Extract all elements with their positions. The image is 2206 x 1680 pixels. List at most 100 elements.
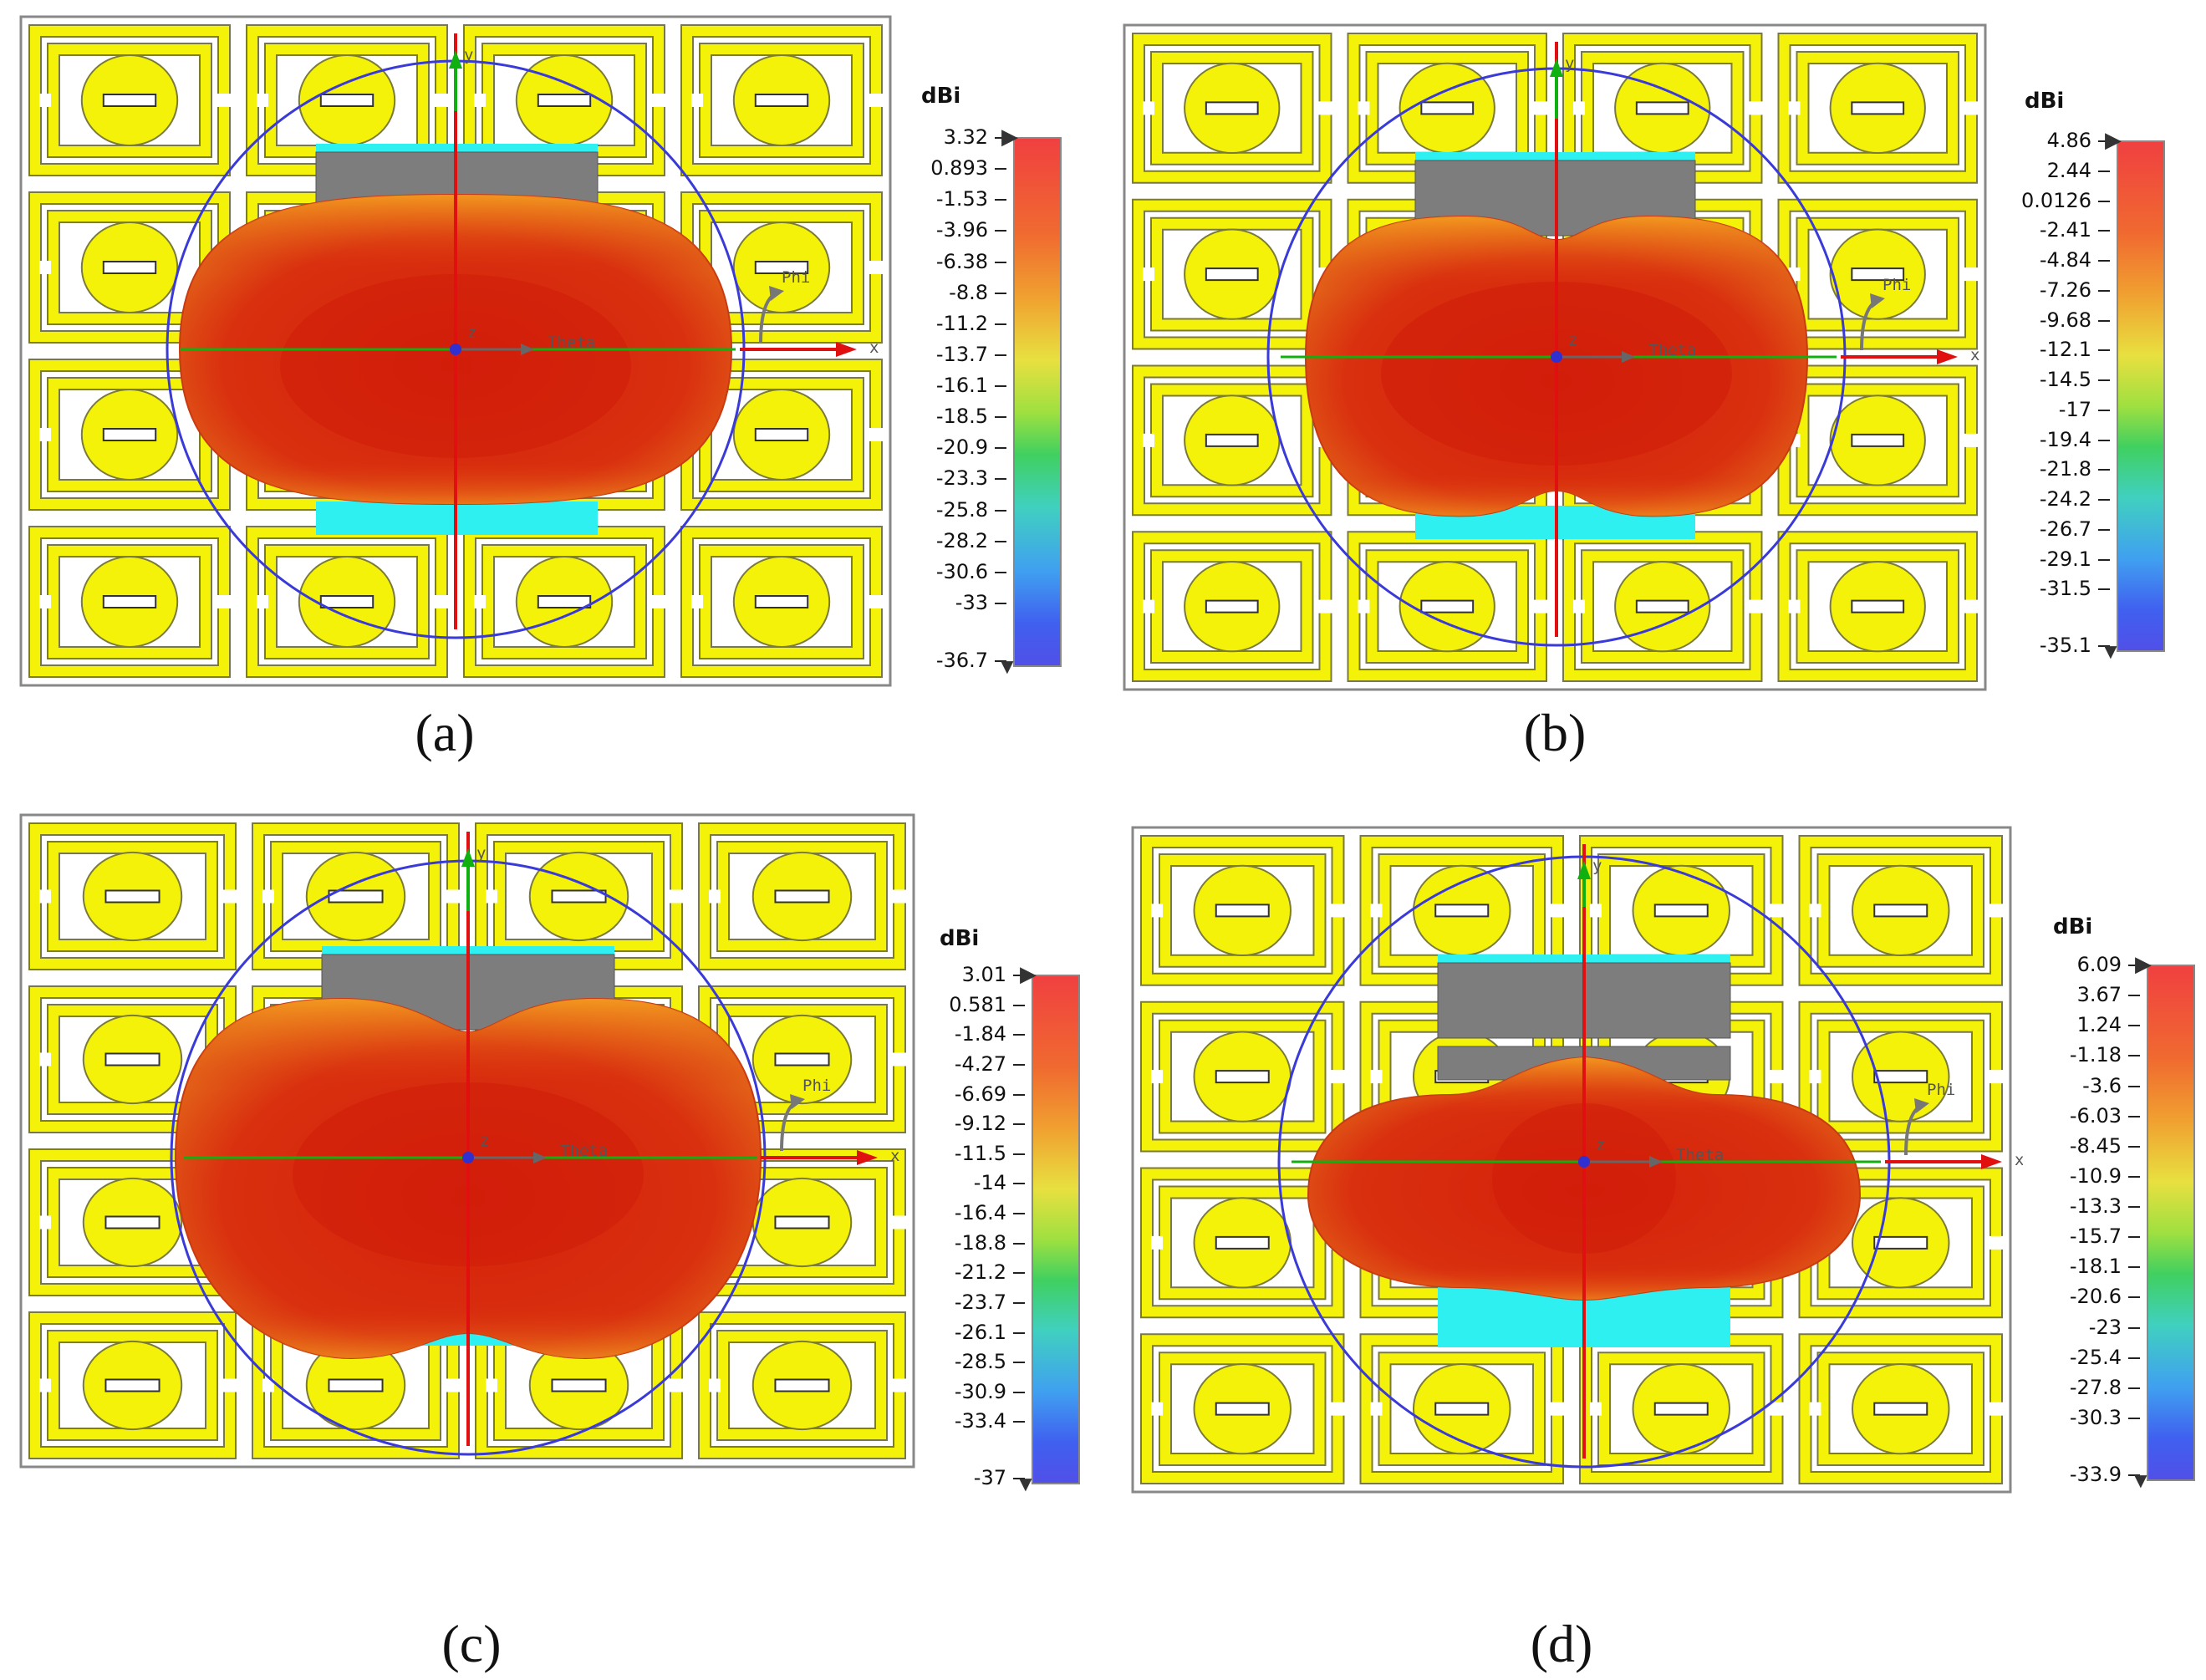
center-slot	[754, 261, 809, 274]
colorbar-tick-mark	[995, 354, 1006, 356]
colorbar-tick-label: -12.1	[2039, 338, 2091, 362]
colorbar-tick-label: -2.41	[2039, 218, 2091, 242]
x-axis-label: x	[1970, 346, 1979, 364]
ring-split	[262, 1378, 274, 1392]
ring-split	[651, 595, 666, 608]
ring-split	[39, 94, 51, 107]
colorbar-tick-label: -26.1	[954, 1320, 1006, 1344]
colorbar-tick-label: -6.69	[954, 1082, 1006, 1106]
colorbar-tick-label: -20.9	[935, 435, 988, 460]
colorbar-tick-label: -18.8	[954, 1230, 1006, 1255]
y-arrow-head	[461, 848, 475, 867]
colorbar-tick-label: -16.1	[935, 374, 988, 397]
y-axis-label: y	[476, 844, 486, 863]
colorbar-tick-mark	[2098, 439, 2110, 441]
center-slot	[1215, 1402, 1270, 1416]
ring-split	[1809, 1070, 1821, 1084]
colorbar-tick-label: -21.2	[954, 1260, 1006, 1285]
unit-cell	[1140, 1333, 1346, 1484]
colorbar-tick-mark	[1013, 1093, 1025, 1096]
y-axis-label: y	[1565, 54, 1574, 73]
center-slot	[319, 94, 374, 107]
ring-split	[1964, 267, 1979, 282]
ring-split	[1964, 433, 1979, 447]
unit-cell	[1132, 198, 1333, 350]
panel-c: y Theta x Phi z dBi 3.01 0.581 -1.84 -4.27 -6.69…	[0, 802, 1103, 1680]
ring-split	[1573, 101, 1585, 115]
colorbar-tick-mark	[995, 571, 1006, 573]
ring-split	[1143, 267, 1154, 282]
ring-split	[222, 889, 237, 904]
center-slot	[1420, 599, 1475, 613]
ring-split	[257, 595, 268, 608]
center-slot	[774, 889, 830, 904]
center-slot	[1873, 1402, 1928, 1416]
unit-cell	[1579, 1333, 1785, 1484]
ring-split	[1143, 101, 1154, 115]
colorbar-tick-label: -1.84	[954, 1022, 1006, 1046]
colorbar-tick-mark	[995, 602, 1006, 604]
colorbar-tick-label: -20.6	[2069, 1285, 2122, 1309]
unit-cell	[1132, 364, 1333, 517]
unit-cell	[680, 359, 884, 511]
colorbar-tick-mark	[995, 137, 1006, 139]
colorbar-tick-mark	[1013, 1123, 1025, 1126]
ring-split	[217, 595, 232, 608]
center-slot	[1653, 904, 1709, 918]
colorbar-tick-label: 0.0126	[2021, 188, 2091, 212]
center-slot	[102, 595, 157, 608]
colorbar-tick-mark	[2128, 995, 2140, 997]
ring-split	[709, 889, 721, 904]
ring-split	[669, 1378, 684, 1392]
colorbar-max-marker-icon: ▶	[1001, 124, 1018, 149]
colorbar-tick-label: -10.9	[2069, 1163, 2122, 1188]
unit-cell	[698, 1311, 907, 1459]
colorbar-tick-label: -3.96	[935, 218, 988, 242]
phi-arrow-head	[769, 286, 784, 301]
unit-label-b: dBi	[2025, 89, 2065, 114]
colorbar-tick-mark	[2098, 558, 2110, 561]
colorbar-tick-label: -26.7	[2039, 517, 2091, 541]
ring-split	[1317, 101, 1333, 115]
unit-cell	[1798, 835, 2004, 986]
ring-split	[1330, 1402, 1346, 1416]
colorbar-tick-label: -28.2	[935, 528, 988, 552]
ring-split	[39, 428, 51, 441]
colorbar-tick-label: -36.7	[935, 649, 988, 672]
ring-split	[691, 595, 703, 608]
colorbar-tick-label: 6.09	[2076, 953, 2122, 976]
unit-cell	[1798, 1333, 2004, 1484]
x-axis-label: x	[890, 1147, 899, 1165]
unit-cell	[463, 526, 666, 678]
ring-split	[869, 261, 884, 274]
ring-split	[446, 889, 461, 904]
colorbar-tick-label: -29.1	[2039, 547, 2091, 571]
colorbar-tick-mark	[995, 385, 1006, 387]
colorbar-tick-label: -17	[2058, 397, 2091, 421]
ring-split	[1989, 1070, 2004, 1084]
center-slot	[1205, 599, 1259, 613]
center-slot	[102, 261, 157, 274]
theta-label: Theta	[548, 333, 595, 352]
center-slot	[537, 595, 592, 608]
unit-cell	[1777, 364, 1979, 517]
colorbar-tick-mark	[995, 168, 1006, 171]
colorbar-tick-label: -18.5	[935, 405, 988, 429]
phi-arrow-head	[1870, 293, 1885, 308]
theta-label: Theta	[1676, 1146, 1724, 1164]
colorbar-c	[1032, 975, 1080, 1484]
theta-label: Theta	[560, 1142, 608, 1160]
colorbar-tick-mark	[2128, 1115, 2140, 1117]
colorbar-tick-mark	[2098, 379, 2110, 381]
ring-split	[39, 1215, 51, 1229]
ring-split	[1809, 904, 1821, 918]
caption-a: (a)	[415, 703, 475, 762]
ring-split	[1151, 1070, 1163, 1084]
center-slot	[104, 1215, 160, 1229]
ring-split	[892, 1052, 907, 1067]
phi-arrow-head	[790, 1094, 805, 1109]
ring-split	[1989, 1235, 2004, 1250]
colorbar-tick-mark	[2128, 1025, 2140, 1027]
colorbar-tick-label: -31.5	[2039, 577, 2091, 601]
colorbar-tick-label: -28.5	[954, 1350, 1006, 1374]
